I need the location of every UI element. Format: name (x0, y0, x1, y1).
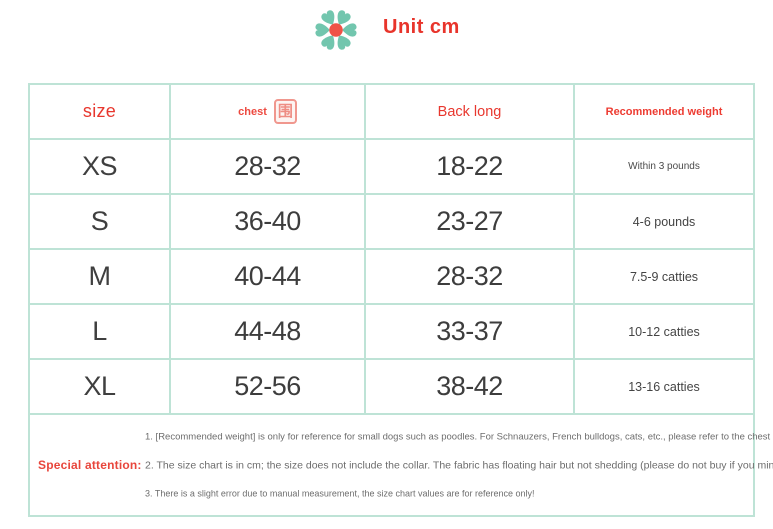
weight-cell: 10-12 catties (575, 305, 753, 360)
back-long-cell: 33-37 (366, 305, 575, 360)
notes-list: 1. [Recommended weight] is only for refe… (145, 432, 773, 499)
chest-cell: 40-44 (171, 250, 366, 305)
size-cell: XS (30, 140, 171, 195)
weight-cell: 7.5-9 catties (575, 250, 753, 305)
special-attention-label: Special attention: (38, 458, 142, 472)
column-header-chest: chest 围 (171, 85, 366, 140)
note-item: 3. There is a slight error due to manual… (145, 488, 535, 499)
weight-cell: Within 3 pounds (575, 140, 753, 195)
column-header-recommended-weight: Recommended weight (575, 85, 753, 140)
flower-icon (315, 8, 357, 52)
flower-center (329, 23, 343, 37)
column-header-chest-label: chest (238, 105, 267, 118)
size-cell: XL (30, 360, 171, 415)
size-cell: L (30, 305, 171, 360)
note-item: 1. [Recommended weight] is only for refe… (145, 431, 773, 443)
chest-cell: 44-48 (171, 305, 366, 360)
girth-stamp-icon: 围 (273, 99, 297, 124)
size-chart-box: size chest 围 Back long Recommended weigh… (28, 83, 773, 517)
back-long-cell: 18-22 (366, 140, 575, 195)
special-attention-section: Special attention: 1. [Recommended weigh… (30, 415, 773, 515)
back-long-cell: 38-42 (366, 360, 575, 415)
weight-cell: 13-16 catties (575, 360, 753, 415)
weight-cell: 4-6 pounds (575, 195, 753, 250)
note-item: 2. The size chart is in cm; the size doe… (145, 459, 773, 472)
size-cell: M (30, 250, 171, 305)
back-long-cell: 28-32 (366, 250, 575, 305)
size-table: size chest 围 Back long Recommended weigh… (30, 85, 753, 415)
column-header-size: size (30, 85, 171, 140)
chest-cell: 28-32 (171, 140, 366, 195)
column-header-back-long: Back long (366, 85, 575, 140)
size-cell: S (30, 195, 171, 250)
chest-cell: 52-56 (171, 360, 366, 415)
chest-cell: 36-40 (171, 195, 366, 250)
back-long-cell: 23-27 (366, 195, 575, 250)
unit-label: Unit cm (383, 16, 460, 38)
